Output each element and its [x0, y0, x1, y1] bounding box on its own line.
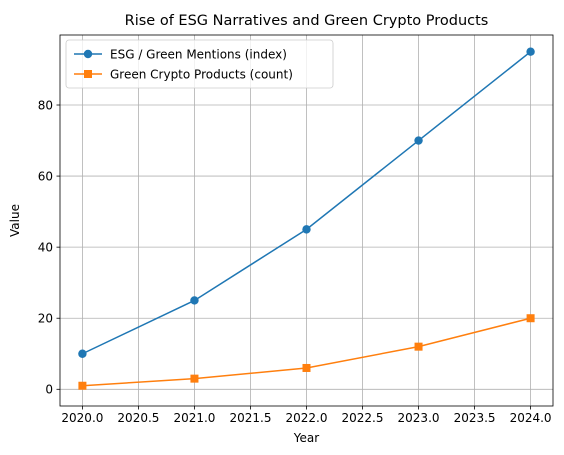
- chart-title: Rise of ESG Narratives and Green Crypto …: [125, 13, 489, 29]
- legend-item: Green Crypto Products (count): [74, 67, 293, 81]
- y-tick-label: 60: [38, 169, 53, 183]
- data-point: [302, 225, 311, 234]
- series-2: [78, 314, 535, 390]
- y-axis-label: Value: [8, 204, 22, 237]
- series-layer: [78, 47, 535, 390]
- legend: ESG / Green Mentions (index) Green Crypto…: [65, 39, 334, 89]
- axis-ticks: 2020.0 2020.5 2021.0 2021.5 2022.0 2022.5 2023…: [38, 98, 552, 425]
- data-point: [78, 381, 87, 390]
- legend-marker: [84, 70, 92, 78]
- series-1: [78, 47, 535, 358]
- x-tick-label: 2023.5: [454, 411, 496, 425]
- y-tick-label: 40: [38, 240, 53, 254]
- x-tick-label: 2021.5: [229, 411, 271, 425]
- x-tick-label: 2020.5: [117, 411, 159, 425]
- data-point: [190, 296, 199, 305]
- data-point: [190, 374, 199, 383]
- x-tick-label: 2024.0: [510, 411, 552, 425]
- y-tick-label: 80: [38, 98, 53, 112]
- y-tick-label: 20: [38, 312, 53, 326]
- x-tick-label: 2021.0: [173, 411, 215, 425]
- y-tick-label: 0: [45, 383, 53, 397]
- x-tick-label: 2023.0: [398, 411, 440, 425]
- x-tick-label: 2020.0: [61, 411, 103, 425]
- legend-box: [65, 39, 334, 89]
- data-point: [78, 349, 87, 358]
- x-tick-label: 2022.5: [342, 411, 384, 425]
- legend-label: ESG / Green Mentions (index): [110, 47, 287, 61]
- x-tick-label: 2022.0: [286, 411, 328, 425]
- data-point: [414, 136, 423, 145]
- data-point: [414, 342, 423, 351]
- legend-label: Green Crypto Products (count): [110, 67, 293, 81]
- data-point: [302, 363, 311, 372]
- data-point: [526, 47, 535, 56]
- data-point: [526, 314, 535, 323]
- legend-marker: [83, 49, 93, 59]
- x-axis-label: Year: [293, 431, 319, 445]
- legend-item: ESG / Green Mentions (index): [74, 47, 287, 61]
